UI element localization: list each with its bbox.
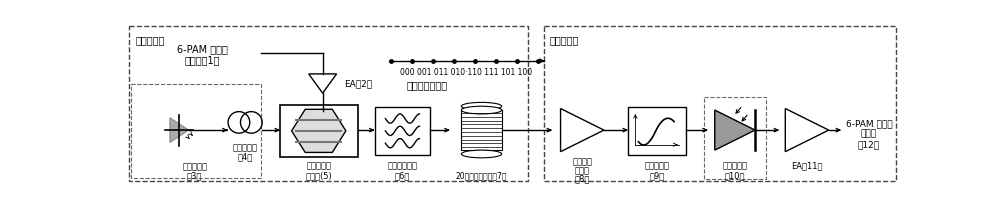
Text: （12）: （12） (858, 140, 880, 149)
Text: 接收机: 接收机 (861, 129, 877, 138)
Polygon shape (561, 109, 604, 152)
Bar (628, 108, 686, 155)
Ellipse shape (461, 103, 502, 111)
Text: （4）: （4） (238, 152, 253, 161)
Bar (375, 108, 430, 155)
Text: 偏振控制器: 偏振控制器 (233, 143, 258, 152)
Bar (280, 105, 358, 157)
Polygon shape (309, 75, 337, 94)
Bar (461, 111, 502, 150)
Text: 掺铒光纤: 掺铒光纤 (572, 157, 592, 166)
Text: 外腔激光器: 外腔激光器 (182, 162, 207, 171)
Text: （6）: （6） (395, 170, 410, 179)
Text: 放大器: 放大器 (575, 165, 590, 174)
Text: 马赫曾德尔: 马赫曾德尔 (306, 160, 331, 169)
Ellipse shape (461, 150, 502, 158)
Polygon shape (785, 109, 829, 152)
Polygon shape (715, 111, 755, 150)
Bar (704, 97, 766, 179)
Text: （9）: （9） (649, 170, 665, 179)
Text: 20千米单模光纤（7）: 20千米单模光纤（7） (456, 170, 507, 179)
Text: 6-PAM 电信号: 6-PAM 电信号 (846, 118, 892, 127)
Bar (131, 84, 261, 178)
Text: 光带通滤波器: 光带通滤波器 (387, 160, 417, 169)
Polygon shape (170, 118, 189, 143)
Text: 光网络单元: 光网络单元 (550, 35, 579, 45)
Polygon shape (292, 110, 346, 153)
Text: 发送机（1）: 发送机（1） (185, 55, 220, 65)
Text: EA（11）: EA（11） (791, 160, 823, 169)
Text: （3）: （3） (187, 170, 202, 179)
Text: 低通滤波器: 低通滤波器 (645, 160, 670, 169)
Bar (544, 27, 896, 181)
Text: 000 001 011 010·110 111 101 100: 000 001 011 010·110 111 101 100 (400, 68, 532, 77)
Text: 光电检测器: 光电检测器 (722, 160, 747, 169)
Text: （8）: （8） (575, 173, 590, 183)
Text: 光线路终端: 光线路终端 (136, 35, 165, 45)
Text: EA（2）: EA（2） (344, 78, 372, 87)
Text: （10）: （10） (725, 170, 745, 179)
Text: 格雷编码星座图: 格雷编码星座图 (407, 80, 448, 89)
Text: 调制器(5): 调制器(5) (305, 170, 332, 179)
Bar (129, 27, 528, 181)
Text: 6-PAM 电信号: 6-PAM 电信号 (177, 44, 228, 54)
Ellipse shape (461, 107, 502, 114)
